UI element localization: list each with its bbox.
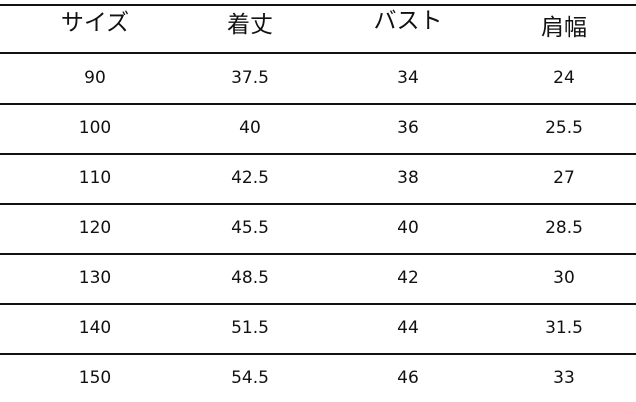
- table-cell: 33: [553, 368, 575, 388]
- table-cell: 25.5: [545, 118, 583, 138]
- column-header: サイズ: [60, 10, 130, 36]
- table-cell: 40: [239, 118, 261, 138]
- table-cell: 130: [78, 268, 112, 288]
- table-cell: 42: [397, 268, 419, 288]
- table-cell: 28.5: [545, 218, 583, 238]
- table-cell: 45.5: [231, 218, 269, 238]
- column-header: 肩幅: [541, 15, 587, 41]
- table-cell: 30: [553, 268, 575, 288]
- table-cell: 31.5: [545, 318, 583, 338]
- table-cell: 38: [397, 168, 419, 188]
- table-cell: 110: [78, 168, 112, 188]
- row-divider: [0, 153, 636, 155]
- row-divider: [0, 4, 636, 6]
- table-cell: 34: [397, 68, 419, 88]
- table-cell: 24: [553, 68, 575, 88]
- table-cell: 90: [84, 68, 106, 88]
- table-cell: 36: [397, 118, 419, 138]
- table-cell: 40: [397, 218, 419, 238]
- row-divider: [0, 303, 636, 305]
- table-cell: 42.5: [231, 168, 269, 188]
- table-cell: 140: [78, 318, 112, 338]
- row-divider: [0, 203, 636, 205]
- column-header: 着丈: [227, 12, 273, 38]
- table-cell: 120: [78, 218, 112, 238]
- row-divider: [0, 353, 636, 355]
- column-header: バスト: [373, 8, 443, 34]
- table-cell: 51.5: [231, 318, 269, 338]
- table-cell: 54.5: [231, 368, 269, 388]
- table-cell: 37.5: [231, 68, 269, 88]
- table-cell: 48.5: [231, 268, 269, 288]
- table-cell: 27: [553, 168, 575, 188]
- row-divider: [0, 253, 636, 255]
- row-divider: [0, 103, 636, 105]
- table-cell: 150: [78, 368, 112, 388]
- table-cell: 46: [397, 368, 419, 388]
- table-cell: 44: [397, 318, 419, 338]
- table-cell: 100: [78, 118, 112, 138]
- row-divider: [0, 52, 636, 54]
